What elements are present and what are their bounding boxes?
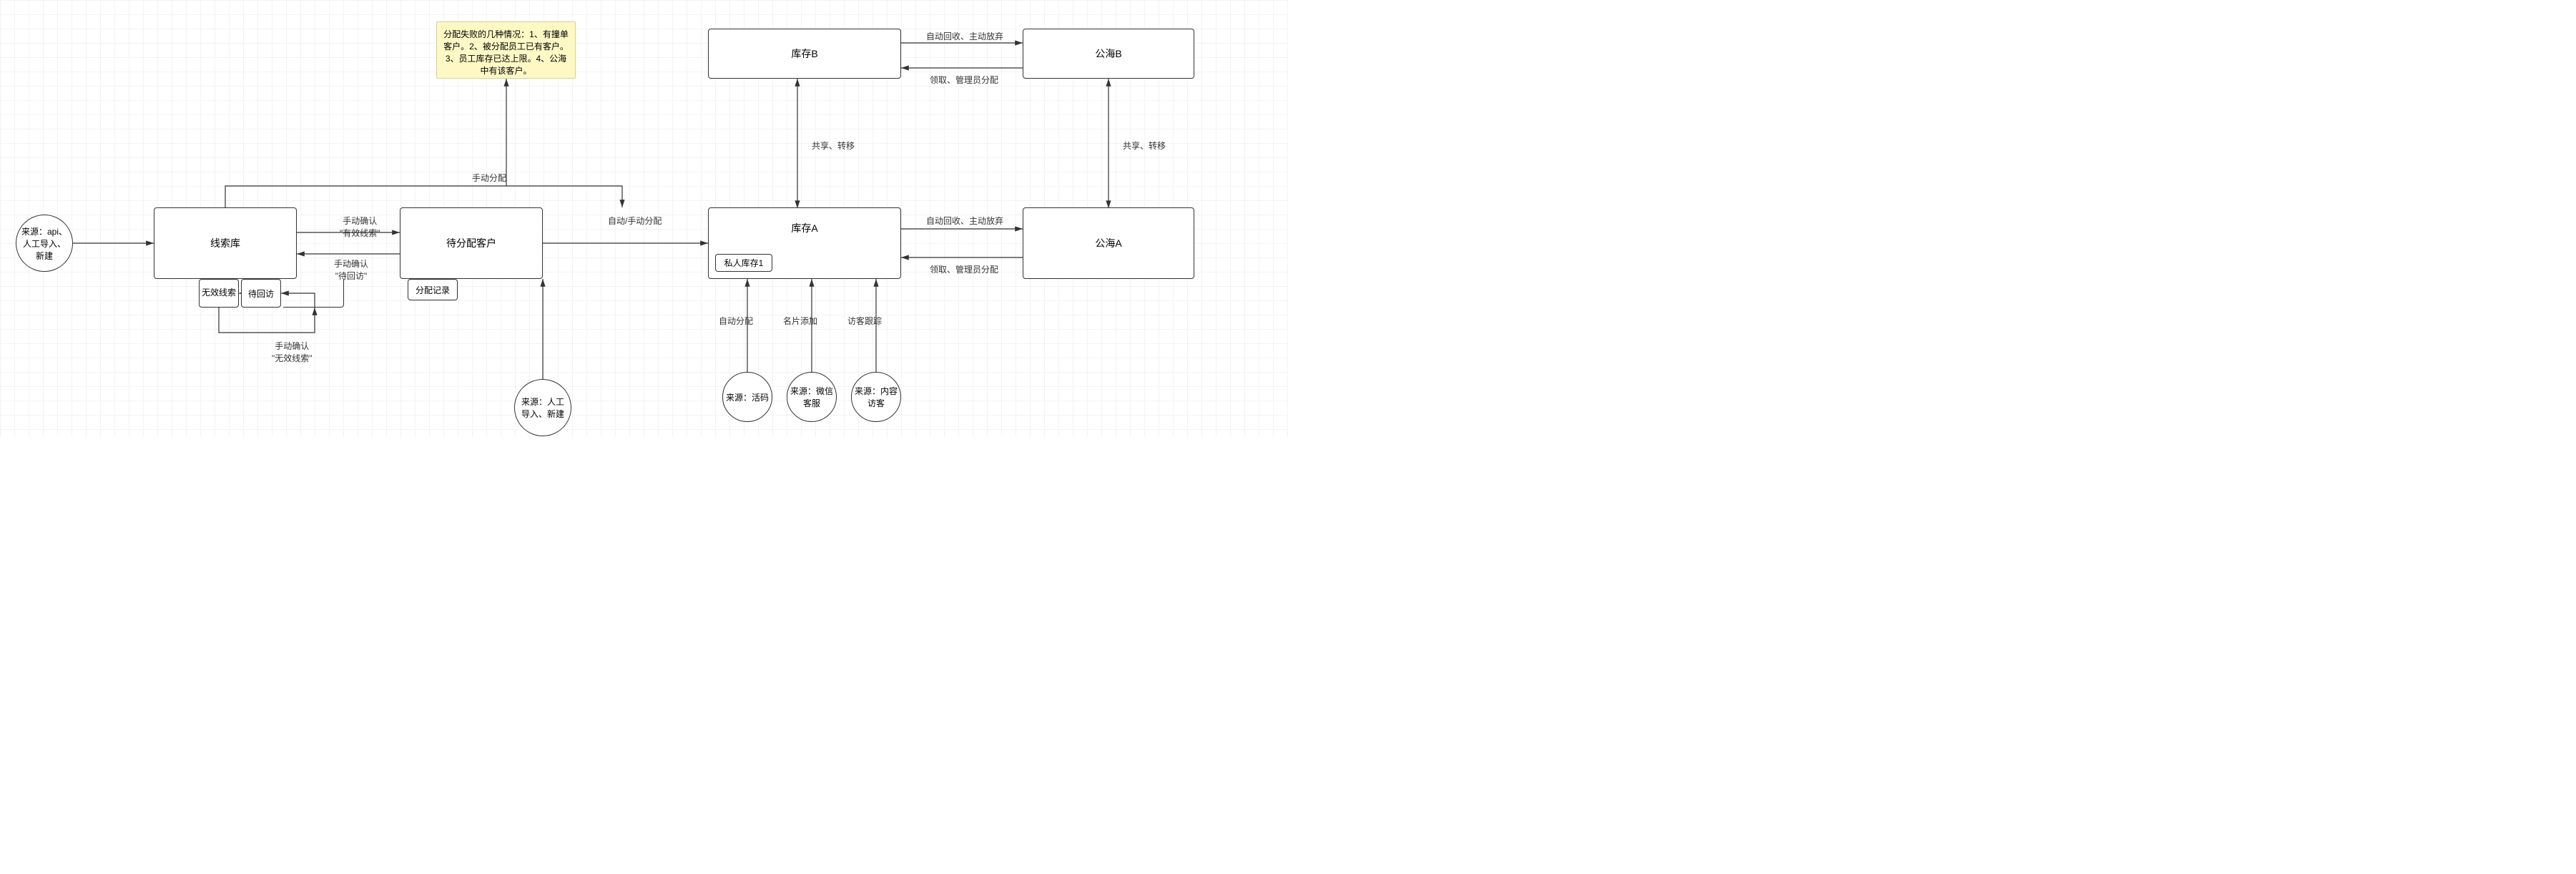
source-wxkefu-label: 来源：微信客服 <box>790 385 833 409</box>
edge-e_manual_top <box>225 186 622 207</box>
xiansuoku-label: 线索库 <box>210 236 240 250</box>
gonghai-b-box: 公海B <box>1023 29 1194 79</box>
source-wxkefu: 来源：微信客服 <box>787 372 837 422</box>
edge-label-e_kcb_ghb_top: 自动回收、主动放弃 <box>926 30 1003 42</box>
daihuifang-box: 待回访 <box>241 279 281 308</box>
edge-label-e_neirong_kca: 访客跟踪 <box>847 315 882 327</box>
kucun-b-label: 库存B <box>791 46 817 61</box>
source-api: 来源：api、人工导入、新建 <box>16 215 73 272</box>
source-manual: 来源：人工导入、新建 <box>514 379 571 436</box>
edge-label-e_gha_ghb: 共享、转移 <box>1123 139 1166 152</box>
edge-label-e_dfp_xsk: 手动确认"待回访" <box>334 257 368 282</box>
failure-note: 分配失败的几种情况：1、有撞单客户。2、被分配员工已有客户。3、员工库存已达上限… <box>436 21 576 79</box>
source-manual-label: 来源：人工导入、新建 <box>518 396 568 420</box>
source-api-label: 来源：api、人工导入、新建 <box>19 225 69 262</box>
fenpeijilu-box: 分配记录 <box>408 279 458 300</box>
edge-label-e_kca_gha_top: 自动回收、主动放弃 <box>926 215 1003 227</box>
edge-label-e_huoma_kca: 自动分配 <box>719 315 753 327</box>
source-huoma: 来源：活码 <box>722 372 772 422</box>
edge-label-e_dfp_kca: 自动/手动分配 <box>608 215 662 227</box>
gonghai-a-label: 公海A <box>1095 236 1121 250</box>
source-huoma-label: 来源：活码 <box>726 391 769 403</box>
edge-e_wuxiao_xsk <box>219 308 315 333</box>
edge-label-e_xsk_dfp: 手动确认"有效线索" <box>340 215 380 239</box>
wuxiao-label: 无效线索 <box>202 288 236 298</box>
edge-label-e_wxkefu_kca: 名片添加 <box>783 315 817 327</box>
gonghai-b-label: 公海B <box>1095 46 1121 61</box>
sirenkucun-box: 私人库存1 <box>715 254 772 272</box>
source-neirong: 来源：内容访客 <box>851 372 901 422</box>
wuxiao-box: 无效线索 <box>199 279 239 308</box>
fenpeijilu-label: 分配记录 <box>416 284 450 296</box>
diagram-canvas: 来源：api、人工导入、新建 线索库 无效线索 待回访 待分配客户 分配记录 库… <box>0 0 1288 437</box>
source-neirong-label: 来源：内容访客 <box>855 385 898 409</box>
kucun-a-label: 库存A <box>791 221 817 235</box>
gonghai-a-box: 公海A <box>1023 207 1194 279</box>
xiansuoku-box: 线索库 <box>154 207 297 279</box>
edge-label-e_kca_kcb: 共享、转移 <box>812 139 855 152</box>
xiansuoku-aux <box>283 279 344 308</box>
failure-note-text: 分配失败的几种情况：1、有撞单客户。2、被分配员工已有客户。3、员工库存已达上限… <box>443 29 569 76</box>
edge-label-e_ghb_kcb_bot: 领取、管理员分配 <box>930 74 998 86</box>
edge-label-e_gha_kca_bot: 领取、管理员分配 <box>930 263 998 275</box>
daihuifang-label: 待回访 <box>248 288 274 300</box>
kucun-b-box: 库存B <box>708 29 901 79</box>
daifenpei-box: 待分配客户 <box>400 207 543 279</box>
daifenpei-label: 待分配客户 <box>446 236 496 250</box>
edge-label-e_manual_top: 手动分配 <box>472 172 506 184</box>
edge-label-e_wuxiao_xsk: 手动确认"无效线索" <box>272 340 313 364</box>
sirenkucun-label: 私人库存1 <box>724 257 764 269</box>
